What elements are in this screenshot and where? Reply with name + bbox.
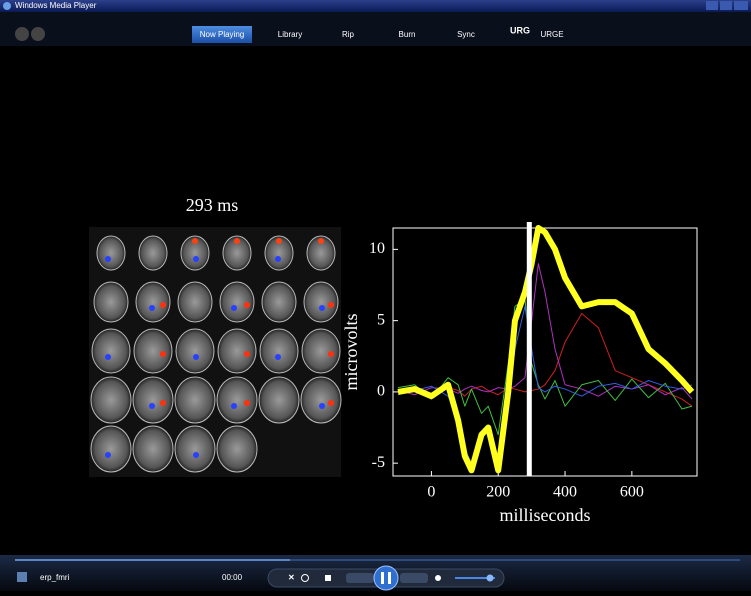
brain-slice [220,282,254,322]
activation-red [160,351,166,357]
brain-slice [139,236,167,270]
forward-button[interactable] [31,27,45,41]
activation-blue [105,354,111,360]
nav-tab[interactable]: URGE [540,30,563,39]
brain-slice [259,377,299,423]
window-title: Windows Media Player [15,1,97,10]
y-tick-label: 0 [377,383,385,400]
activation-red [192,238,198,244]
time-label: 293 ms [186,195,239,215]
brain-slice [217,426,257,472]
activation-blue [275,256,281,262]
activation-red [160,400,166,406]
brain-slice [304,282,338,322]
brain-slice [175,426,215,472]
brain-slice [133,426,173,472]
y-axis-label: microvolts [341,314,361,391]
activation-red [328,400,334,406]
brain-slice [218,329,256,373]
urge-logo: URG [510,25,530,35]
activation-red [318,238,324,244]
brain-slice [262,282,296,322]
pause-button[interactable] [374,566,398,590]
activation-blue [149,403,155,409]
shuffle-button[interactable]: ✕ [288,573,295,582]
mute-button[interactable] [435,575,441,581]
activation-blue [193,452,199,458]
x-tick-label: 0 [427,484,435,501]
brain-slice [178,282,212,322]
activation-red [328,302,334,308]
activation-red [276,238,282,244]
nav-tab[interactable]: Burn [399,30,416,39]
nav-tab[interactable]: Library [278,30,302,39]
brain-slice [217,377,257,423]
maximize-button[interactable] [720,1,732,10]
activation-blue [193,256,199,262]
media-player: Windows Media Player Now Playing Library R… [0,0,751,591]
app-icon [3,2,11,10]
previous-button[interactable] [346,573,374,583]
title-bar [0,0,751,12]
minimize-button[interactable] [706,1,718,10]
stop-button[interactable] [325,575,331,581]
brain-slice [134,329,172,373]
brain-slice [91,377,131,423]
tab-bar [0,12,751,46]
close-button[interactable] [734,1,748,10]
brain-slice [97,236,125,270]
brain-slice [92,329,130,373]
brain-slice [136,282,170,322]
activation-red [234,238,240,244]
activation-blue [105,256,111,262]
volume-knob[interactable] [487,575,494,582]
pause-icon-right [388,572,391,584]
nav-tab[interactable]: Sync [457,30,475,39]
y-tick-label: -5 [372,454,385,471]
activation-red [328,351,334,357]
brain-slice [176,329,214,373]
brain-slice [94,282,128,322]
activation-blue [319,305,325,311]
media-icon [17,572,27,582]
activation-red [244,302,250,308]
time-display: 00:00 [222,573,243,582]
activation-blue [275,354,281,360]
y-tick-label: 5 [377,311,385,328]
x-tick-label: 200 [486,484,510,501]
brain-slice [91,426,131,472]
pause-icon-left [381,572,384,584]
nav-tab[interactable]: Rip [342,30,355,39]
brain-slice [133,377,173,423]
back-button[interactable] [15,27,29,41]
brain-slice [302,329,340,373]
activation-blue [319,403,325,409]
next-button[interactable] [400,573,428,583]
activation-red [160,302,166,308]
activation-blue [231,403,237,409]
activation-red [244,400,250,406]
nav-tab[interactable]: Now Playing [200,30,244,39]
activation-red [244,351,250,357]
x-axis-label: milliseconds [500,505,591,525]
media-name: erp_fmri [40,573,70,582]
activation-blue [231,305,237,311]
y-tick-label: 10 [369,240,385,257]
activation-blue [193,354,199,360]
brain-slice [301,377,341,423]
activation-blue [149,305,155,311]
x-tick-label: 400 [553,484,577,501]
brain-slice [175,377,215,423]
brain-slice [260,329,298,373]
x-tick-label: 600 [620,484,644,501]
page: Windows Media Player Now Playing Library R… [0,0,751,591]
activation-blue [105,452,111,458]
